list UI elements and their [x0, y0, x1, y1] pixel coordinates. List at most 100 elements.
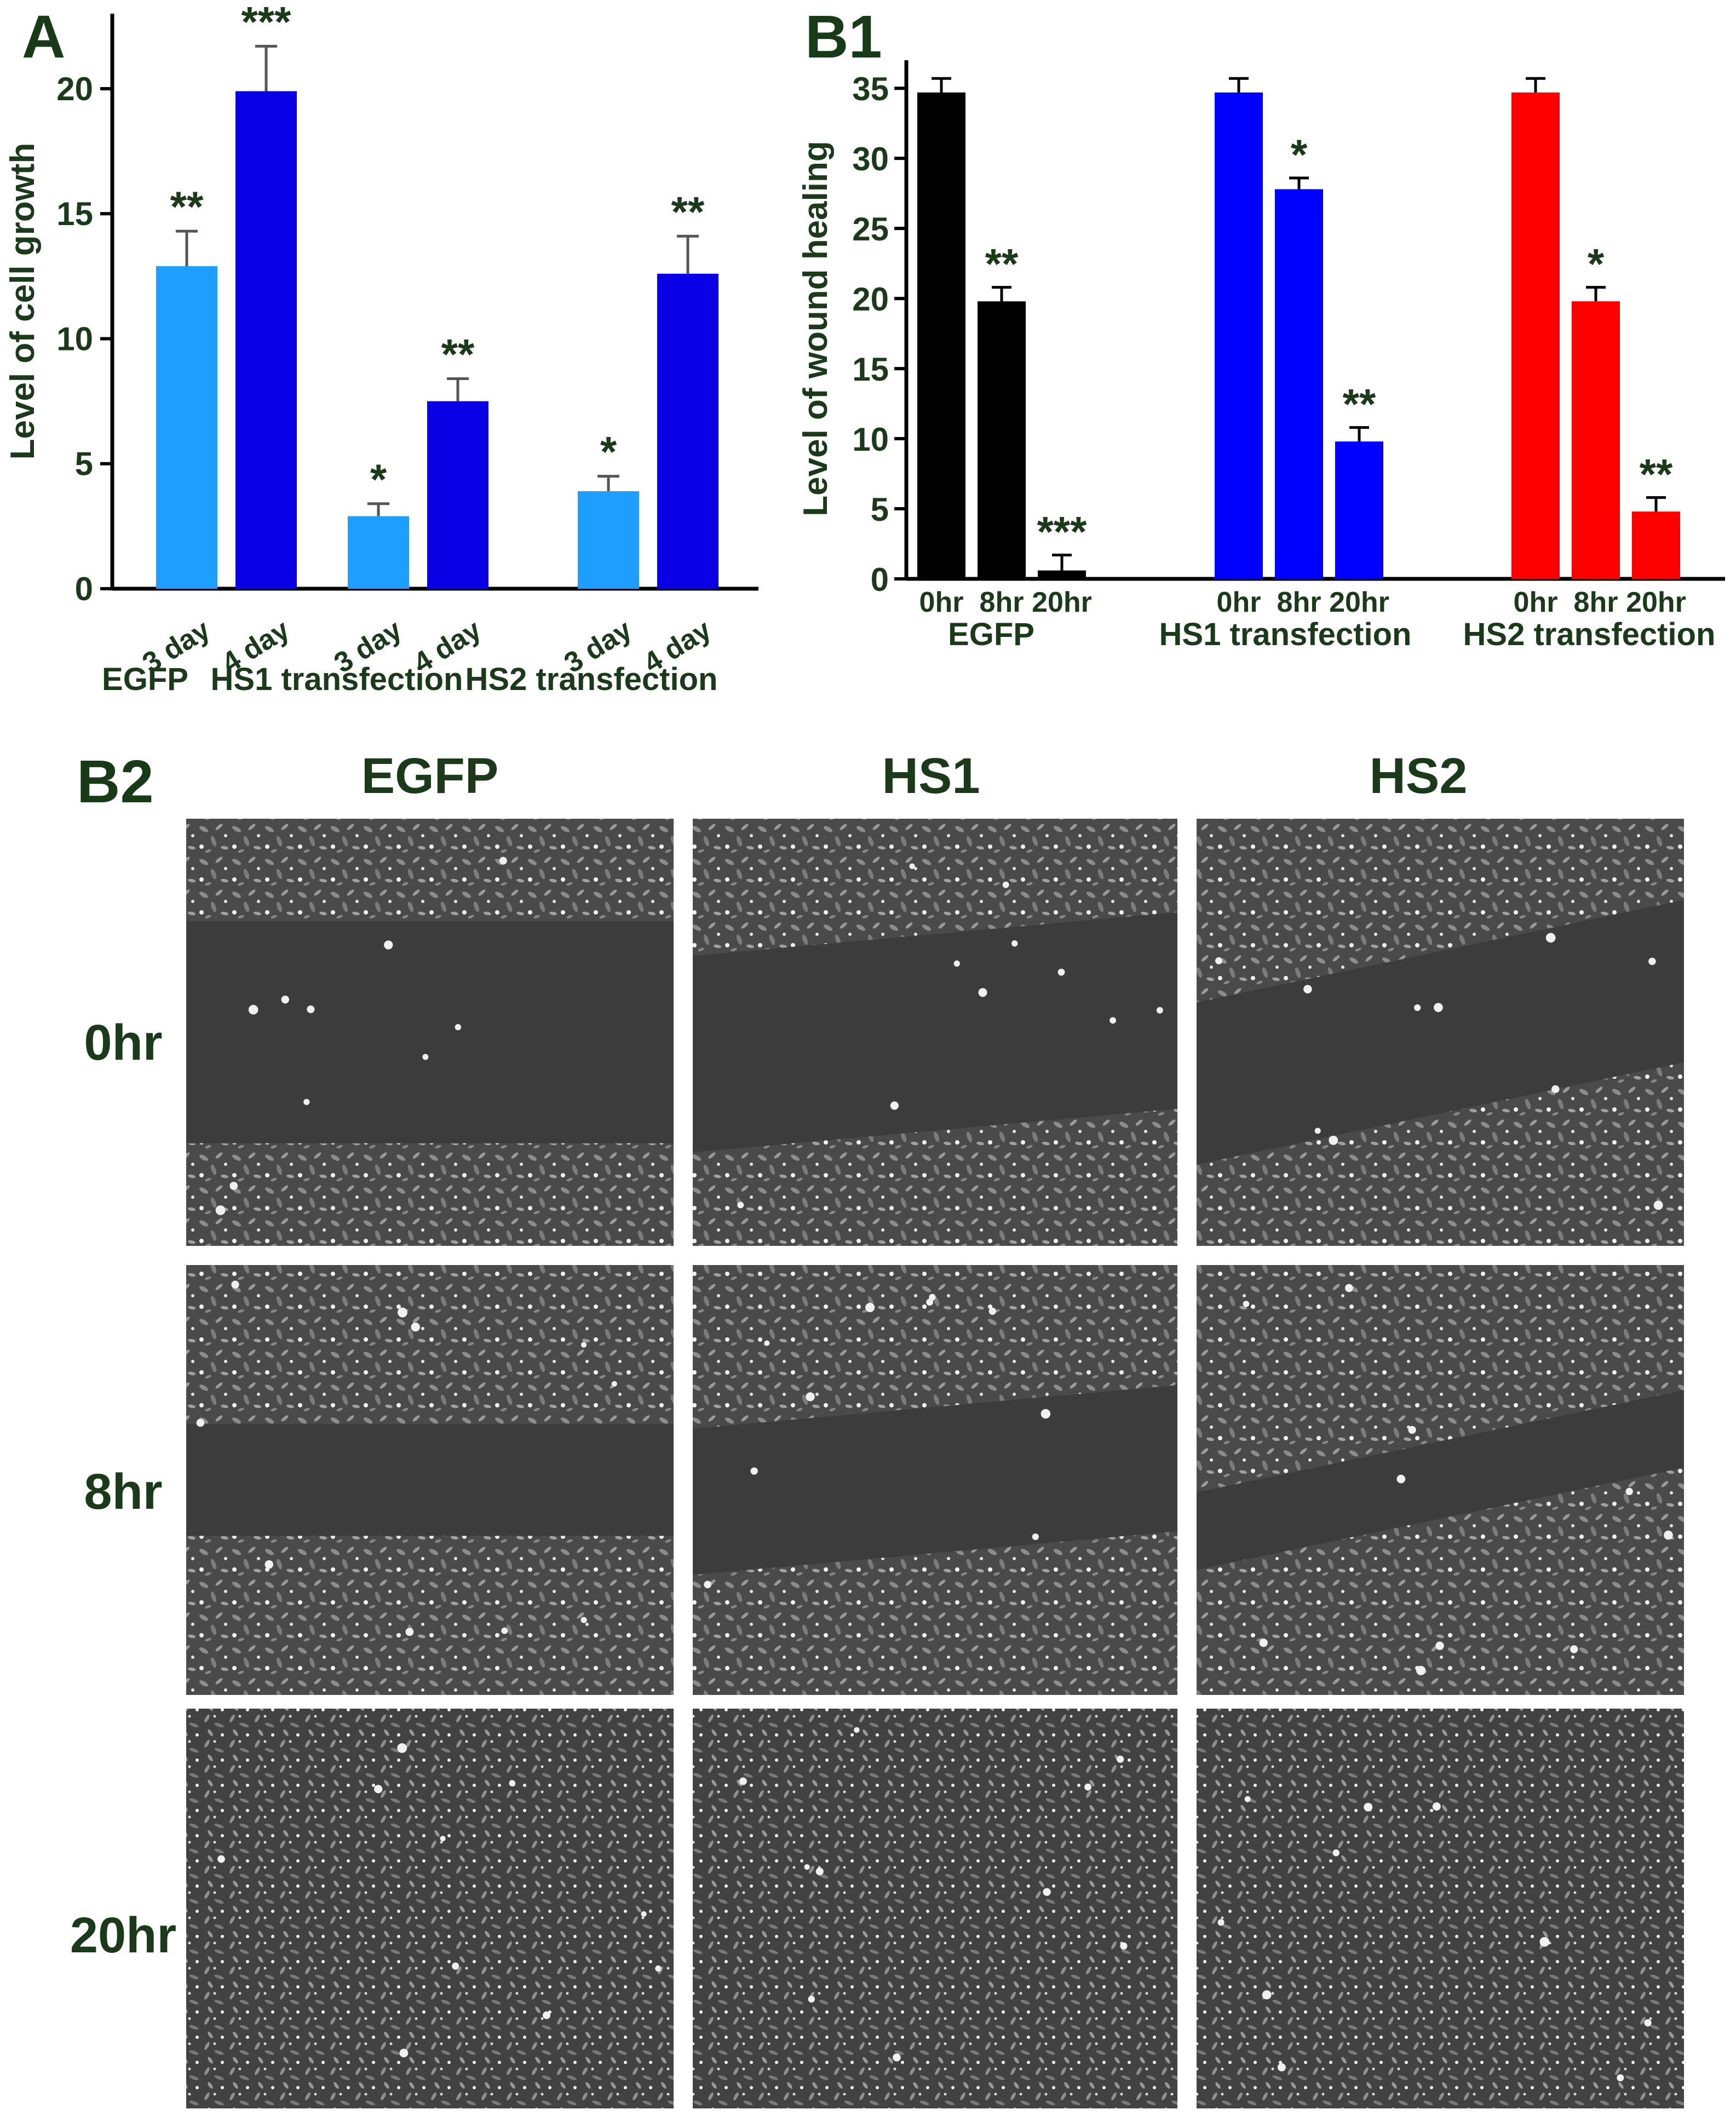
group-label: HS2 transfection: [465, 662, 718, 697]
group-label: EGFP: [948, 617, 1034, 652]
bright-cell: [231, 1280, 239, 1289]
bright-cell: [953, 960, 960, 967]
bright-cell: [750, 1467, 758, 1475]
x-tick-label: 8hr: [1574, 587, 1618, 618]
bright-cell: [1117, 1755, 1124, 1763]
bright-cell: [988, 1307, 996, 1315]
bright-cell: [1408, 1426, 1416, 1434]
bar: [657, 273, 718, 589]
micrograph-grid: EGFP HS1 HS2 0hr 8hr 20hr: [70, 748, 1684, 2108]
bright-cell: [303, 1099, 310, 1105]
bright-cell: [1156, 1007, 1163, 1014]
x-tick-label: 0hr: [1217, 587, 1261, 618]
bright-cell: [1120, 1942, 1128, 1950]
bright-cell: [808, 1996, 815, 2003]
bright-cell: [440, 1836, 446, 1842]
bar: [578, 491, 639, 589]
wound-gap: [693, 912, 1177, 1153]
bright-cell: [1416, 1665, 1426, 1676]
bright-cell: [374, 1785, 383, 1794]
bright-cell: [1217, 1919, 1225, 1926]
bright-cell: [1011, 940, 1018, 947]
significance-marker: *: [1588, 240, 1605, 288]
bright-cell: [1396, 1474, 1406, 1484]
significance-marker: **: [170, 182, 204, 231]
y-tick-label: 0: [75, 571, 93, 607]
bright-cell: [543, 2011, 551, 2019]
bright-cell: [1002, 881, 1009, 888]
bright-cell: [248, 1004, 258, 1015]
micrograph-tile: [186, 819, 674, 1246]
bright-cell: [704, 1580, 711, 1589]
bright-cell: [1262, 1990, 1272, 2000]
bright-cell: [1057, 968, 1065, 976]
bar: [1511, 92, 1560, 579]
bright-cell: [281, 996, 289, 1004]
chart-b1-wound-healing: 0 5 10 15 20 25 30 35 Level of wound healing 0hr *…: [797, 60, 1725, 652]
bright-cell: [739, 1777, 747, 1785]
bar: [427, 401, 488, 589]
bright-cell: [1243, 1301, 1250, 1307]
bright-cell: [1303, 985, 1312, 993]
bright-cell: [815, 1867, 824, 1876]
cell-texture: [693, 1709, 1177, 2108]
bright-cell: [1277, 2063, 1286, 2072]
x-tick-label: 20hr: [1329, 587, 1389, 618]
cell-texture: [1197, 1709, 1684, 2108]
bar: [1038, 570, 1086, 579]
bright-cell: [265, 1560, 274, 1569]
panel-label-a: A: [22, 3, 65, 71]
group-label: HS1 transfection: [211, 662, 463, 697]
bright-cell: [1625, 1487, 1633, 1496]
bright-cell: [854, 1727, 860, 1733]
bright-cell: [1032, 1533, 1039, 1541]
bright-cell: [1345, 1284, 1353, 1292]
bright-cell: [737, 1202, 744, 1209]
micrograph-column-title: HS1: [882, 748, 980, 804]
micrograph-column-title: HS2: [1370, 748, 1468, 804]
bright-cell: [1332, 1849, 1340, 1856]
significance-marker: **: [985, 240, 1019, 288]
significance-marker: **: [441, 330, 475, 378]
bright-cell: [893, 2053, 901, 2062]
significance-marker: *: [1291, 130, 1308, 179]
x-tick-label: 8hr: [1277, 587, 1321, 618]
bar: [1215, 92, 1263, 579]
bright-cell: [926, 1298, 934, 1306]
bright-cell: [641, 1911, 647, 1917]
bright-cell: [397, 1743, 407, 1753]
bright-cell: [1617, 2074, 1624, 2082]
bright-cell: [215, 1205, 226, 1215]
bar: [1275, 189, 1323, 579]
bright-cell: [307, 1005, 315, 1014]
y-axis-title: Level of cell growth: [4, 143, 42, 460]
bright-cell: [1653, 1200, 1663, 1210]
wound-gap: [186, 921, 674, 1143]
micrograph-tile: [693, 1709, 1177, 2108]
bar: [1335, 441, 1383, 579]
bright-cell: [196, 1418, 205, 1427]
micrograph-row-label: 0hr: [84, 1015, 162, 1071]
micrograph-tile: [186, 1709, 674, 2108]
bright-cell: [764, 1340, 770, 1346]
bright-cell: [1644, 2019, 1652, 2027]
significance-marker: **: [671, 187, 705, 235]
bright-cell: [865, 1302, 875, 1313]
bright-cell: [1215, 957, 1222, 964]
x-tick-label: 20hr: [1032, 587, 1092, 618]
bright-cell: [1364, 1802, 1373, 1812]
bar: [156, 266, 217, 589]
bright-cell: [978, 988, 987, 997]
bright-cell: [1435, 1641, 1444, 1650]
bright-cell: [655, 1965, 662, 1972]
y-tick-label: 30: [852, 141, 889, 177]
y-tick-label: 20: [852, 281, 889, 318]
bright-cell: [397, 1307, 407, 1318]
group-label: HS2 transfection: [1463, 617, 1716, 652]
bright-cell: [455, 1024, 462, 1031]
bright-cell: [1314, 1128, 1321, 1134]
bright-cell: [499, 857, 507, 865]
bright-cell: [217, 1855, 225, 1863]
micrograph-row-label: 20hr: [70, 1907, 176, 1963]
